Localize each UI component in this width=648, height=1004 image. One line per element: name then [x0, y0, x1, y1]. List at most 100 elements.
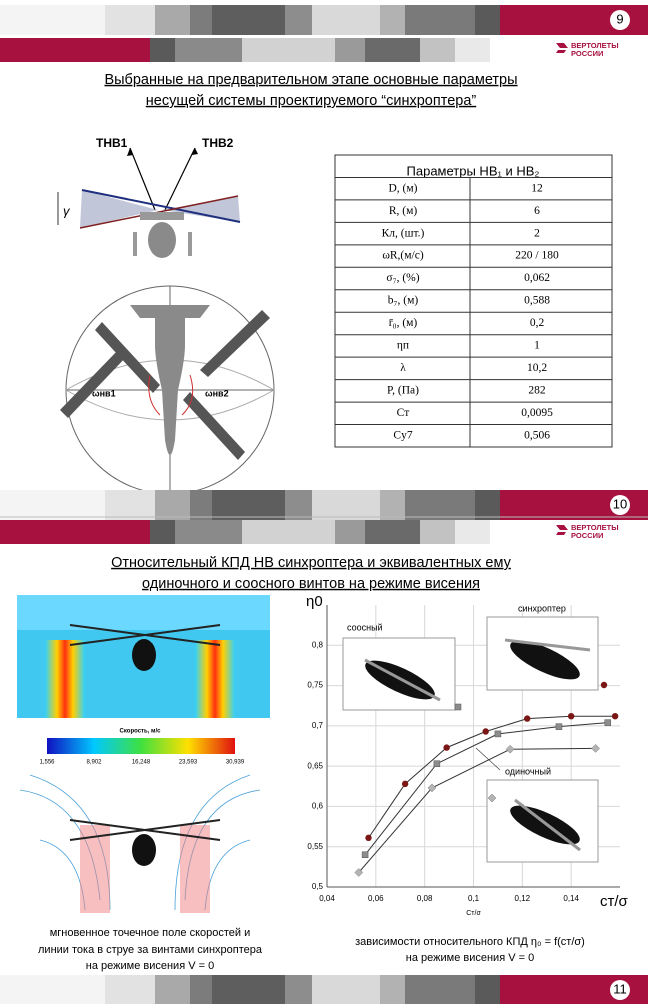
- legend-label: соосный: [347, 622, 383, 632]
- marker: [401, 780, 409, 788]
- y-axis-label: η0: [306, 593, 323, 610]
- table-cell: 0,588: [524, 295, 550, 307]
- table-cell: Кл, (шт.): [382, 227, 425, 239]
- x-axis-label: cт/σ: [600, 893, 629, 910]
- slide-title: Выбранные на предварительном этапе основ…: [104, 72, 517, 88]
- footer-band: [0, 490, 648, 520]
- footer-band: [0, 975, 648, 1004]
- x-axis-label-small: Cт/σ: [466, 910, 481, 917]
- logo-mark: [556, 525, 568, 535]
- table-cell: 10,2: [527, 362, 547, 374]
- header-band: [0, 520, 490, 544]
- caption: мгновенное точечное поле скоростей и: [50, 927, 251, 939]
- table-cell: D, (м): [389, 182, 418, 194]
- marker: [604, 719, 612, 726]
- marker: [443, 744, 450, 751]
- marker: [454, 703, 462, 711]
- colorbar-tick: 8,902: [86, 760, 102, 766]
- table-cell: 6: [534, 205, 540, 217]
- page-number: 11: [613, 981, 627, 996]
- table-cell: r̄₀, (м): [389, 317, 418, 329]
- inset-images: [342, 616, 599, 863]
- table-cell: 0,062: [524, 272, 550, 284]
- marker: [487, 793, 497, 803]
- slide-title: одиночного и соосного винтов на режиме в…: [142, 576, 480, 592]
- legend-label: синхроптер: [518, 603, 566, 613]
- logo-text: РОССИИ: [571, 531, 603, 540]
- marker: [505, 744, 515, 754]
- table-cell: P, (Па): [387, 384, 419, 396]
- page-number: 10: [613, 496, 627, 511]
- x-tick-label: 0,04: [319, 894, 335, 903]
- marker: [567, 712, 575, 720]
- colorbar-title: Скорость, м/с: [120, 729, 162, 735]
- series-line: [358, 747, 596, 873]
- table-cell: Cу7: [393, 429, 412, 441]
- x-tick-label: 0,06: [368, 894, 384, 903]
- caption: зависимости относительного КПД η₀ = f(cт…: [355, 936, 585, 948]
- velocity-field: [17, 595, 270, 718]
- parameter-table: Параметры НВ₁ и НВ₂ D, (м) 12R, (м) 6Кл, (…: [334, 154, 613, 448]
- table-cell: b₇, (м): [388, 295, 419, 307]
- table-header: Параметры НВ₁ и НВ₂: [407, 163, 540, 178]
- colorbar-tick: 16,248: [132, 760, 151, 766]
- colorbar-tick: 23,593: [179, 760, 198, 766]
- slide-title: Относительный КПД НВ синхроптера и эквив…: [111, 555, 512, 571]
- slide-title: несущей системы проектируемого “синхропт…: [146, 93, 477, 109]
- marker: [433, 760, 441, 767]
- table-cell: Cт: [397, 407, 410, 419]
- y-tick-label: 0,7: [312, 721, 324, 730]
- y-tick-label: 0,6: [312, 802, 324, 811]
- front-view: [57, 147, 241, 258]
- figure-label: TНВ1: [96, 136, 128, 150]
- figure-label: ωнв1: [92, 388, 116, 398]
- logo-text: РОССИИ: [571, 49, 603, 58]
- marker: [555, 723, 563, 730]
- logo-mark: [556, 43, 568, 53]
- table-cell: λ: [400, 362, 406, 374]
- x-tick-label: 0,1: [468, 894, 480, 903]
- figure-label: γ: [63, 203, 71, 218]
- logo-text: ВЕРТОЛЕТЫ: [571, 523, 619, 532]
- marker: [361, 851, 369, 859]
- y-tick-label: 0,65: [307, 761, 323, 770]
- caption: на режиме висения V = 0: [86, 960, 214, 972]
- logo-text: ВЕРТОЛЕТЫ: [571, 41, 619, 50]
- figure-label: TНВ2: [202, 136, 234, 150]
- marker: [365, 834, 372, 842]
- x-tick-label: 0,12: [515, 894, 531, 903]
- figure-label: ωнв2: [205, 388, 229, 398]
- marker: [354, 868, 364, 877]
- x-tick-label: 0,08: [417, 894, 433, 903]
- table-cell: ωR,(м/с): [382, 250, 424, 262]
- colorbar-tick: 30,939: [226, 760, 245, 766]
- marker: [494, 730, 502, 738]
- y-tick-label: 0,55: [307, 842, 323, 851]
- streamlines: [17, 770, 270, 915]
- table-cell: 282: [528, 384, 546, 396]
- table-cell: 220 / 180: [515, 250, 559, 262]
- table-cell: 2: [534, 227, 540, 239]
- marker: [591, 744, 600, 753]
- y-tick-label: 0,8: [312, 640, 324, 649]
- y-tick-label: 0,5: [312, 882, 324, 891]
- legend-label: одиночный: [505, 766, 551, 776]
- colorbar: [47, 738, 235, 754]
- table-cell: 0,0095: [521, 407, 553, 419]
- header-band: [0, 38, 490, 62]
- caption: на режиме висения V = 0: [406, 952, 534, 964]
- table-cell: R, (м): [389, 205, 418, 217]
- y-tick-label: 0,75: [307, 681, 323, 690]
- colorbar-tick: 1,556: [39, 760, 55, 766]
- table-cell: 1: [534, 340, 540, 352]
- table-cell: 0,506: [524, 429, 550, 441]
- x-tick-label: 0,14: [563, 894, 579, 903]
- top-band: [0, 5, 648, 35]
- table-cell: 0,2: [530, 317, 545, 329]
- marker: [427, 783, 437, 793]
- caption: линии тока в струе за винтами синхроптер…: [38, 944, 263, 956]
- table-cell: 12: [531, 182, 543, 194]
- marker: [482, 728, 489, 735]
